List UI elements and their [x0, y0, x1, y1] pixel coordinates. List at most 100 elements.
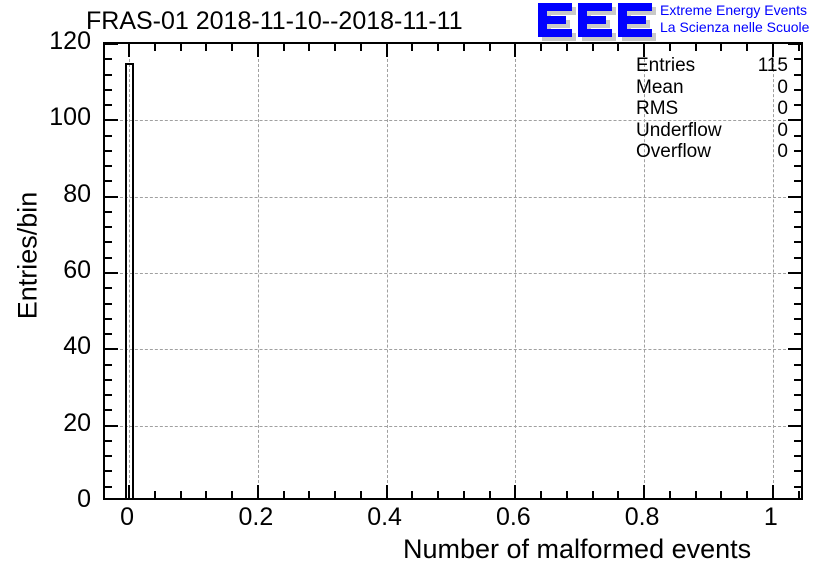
x-tick-label: 0.2	[238, 503, 274, 531]
tick-mark	[105, 119, 118, 122]
tick-mark	[788, 119, 801, 122]
gridline-horizontal	[105, 196, 801, 198]
tick-mark	[385, 44, 388, 57]
stats-value: 0	[777, 76, 788, 98]
tick-mark	[105, 58, 112, 61]
tick-mark	[179, 44, 182, 51]
tick-mark	[105, 317, 112, 320]
tick-mark	[797, 44, 800, 51]
tick-mark	[437, 491, 440, 498]
tick-mark	[105, 195, 118, 198]
stats-value: 0	[777, 141, 788, 162]
tick-mark	[105, 210, 112, 213]
tick-mark	[720, 491, 723, 498]
tick-mark	[794, 180, 801, 183]
tick-mark	[643, 44, 646, 57]
tick-mark	[128, 44, 131, 57]
tick-mark	[105, 287, 112, 290]
tick-mark	[282, 491, 285, 498]
plot-inner	[105, 44, 801, 498]
tick-mark	[105, 104, 112, 107]
tick-mark	[411, 491, 414, 498]
tick-mark	[105, 226, 112, 229]
tick-mark	[256, 44, 259, 57]
tick-mark	[334, 44, 337, 51]
y-tick-label: 100	[49, 103, 91, 132]
tick-mark	[105, 73, 112, 76]
tick-mark	[794, 394, 801, 397]
tick-mark	[694, 44, 697, 51]
tick-mark	[105, 241, 112, 244]
tick-mark	[794, 302, 801, 305]
tick-mark	[591, 44, 594, 51]
tick-mark	[308, 44, 311, 51]
tick-mark	[437, 44, 440, 51]
tick-mark	[105, 302, 112, 305]
tick-mark	[385, 485, 388, 498]
x-tick-label: 0.4	[367, 503, 402, 531]
tick-mark	[788, 195, 801, 198]
gridline-horizontal	[105, 425, 801, 427]
y-tick-label: 40	[63, 332, 91, 361]
eee-logo-text: Extreme Energy Events La Scienza nelle S…	[660, 2, 809, 36]
stats-row: Entries 115	[636, 55, 788, 77]
tick-mark	[231, 44, 234, 51]
gridline-horizontal	[105, 120, 801, 122]
gridline-vertical	[644, 44, 646, 498]
tick-mark	[794, 317, 801, 320]
tick-mark	[411, 44, 414, 51]
gridline-vertical	[515, 44, 517, 498]
eee-letter-1-icon	[538, 3, 576, 41]
tick-mark	[668, 491, 671, 498]
tick-mark	[720, 44, 723, 51]
histogram-bar	[124, 63, 134, 498]
gridline-horizontal	[105, 273, 801, 274]
tick-mark	[794, 378, 801, 381]
tick-mark	[794, 104, 801, 107]
tick-mark	[794, 134, 801, 137]
y-tick-label: 20	[63, 408, 91, 437]
stats-key: Overflow	[636, 141, 711, 162]
tick-mark	[205, 44, 208, 51]
tick-mark	[105, 348, 118, 351]
tick-mark	[788, 44, 801, 45]
tick-mark	[105, 394, 112, 397]
stats-row: Mean 0	[636, 77, 788, 99]
tick-mark	[105, 439, 112, 442]
tick-mark	[540, 44, 543, 51]
tick-mark	[514, 485, 517, 498]
tick-mark	[105, 272, 118, 274]
tick-mark	[105, 378, 112, 381]
tick-mark	[105, 256, 112, 259]
tick-mark	[488, 491, 491, 498]
tick-mark	[105, 409, 112, 412]
tick-mark	[282, 44, 285, 51]
x-axis-title: Number of malformed events	[403, 534, 752, 564]
x-tick-label: 0.8	[624, 503, 660, 531]
stats-key: Entries	[636, 55, 696, 76]
y-tick-label: 60	[63, 256, 91, 284]
y-tick-label: 120	[49, 27, 91, 55]
tick-mark	[794, 88, 801, 91]
tick-mark	[746, 44, 749, 51]
tick-mark	[256, 485, 259, 498]
tick-mark	[794, 226, 801, 229]
tick-mark	[105, 455, 112, 458]
stats-row: Underflow 0	[636, 120, 788, 142]
tick-mark	[105, 134, 112, 137]
gridline-horizontal	[105, 349, 801, 351]
tick-mark	[617, 44, 620, 51]
stats-value: 115	[757, 55, 788, 76]
tick-mark	[153, 491, 156, 498]
tick-mark	[794, 363, 801, 366]
tick-mark	[794, 409, 801, 412]
tick-mark	[105, 88, 112, 91]
tick-mark	[105, 44, 118, 45]
tick-mark	[105, 149, 112, 152]
tick-mark	[668, 44, 671, 51]
tick-mark	[794, 439, 801, 442]
tick-mark	[565, 44, 568, 51]
tick-mark	[540, 491, 543, 498]
tick-mark	[359, 491, 362, 498]
stats-key: Underflow	[636, 119, 722, 141]
